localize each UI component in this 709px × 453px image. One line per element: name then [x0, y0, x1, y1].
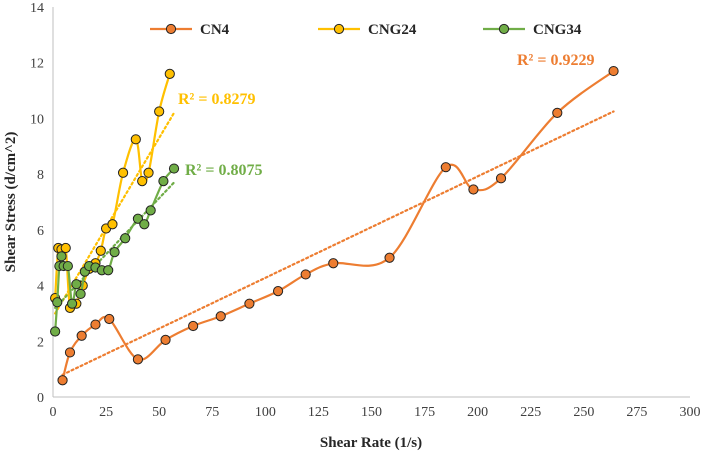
- cn4-data-point: [104, 313, 115, 325]
- cng34-data-point: [139, 219, 150, 230]
- cng34-data-point: [67, 298, 78, 309]
- cng24-data-point: [95, 245, 106, 256]
- cn4-data-point: [57, 375, 68, 386]
- cng34-data-point: [56, 251, 67, 262]
- x-tick-label: 100: [255, 405, 276, 420]
- legend-item-cng24: CNG24: [318, 22, 417, 38]
- cn4-data-point: [468, 184, 479, 195]
- legend-label-cn4: CN4: [200, 22, 230, 38]
- cng34-data-point: [75, 288, 86, 300]
- y-axis-title: Shear Stress (d/cm^2): [3, 132, 19, 273]
- cng34-data-point: [103, 265, 114, 276]
- y-tick-labels: 0 2 4 6 8 10 12 14: [30, 1, 44, 406]
- cng34-data-point: [109, 247, 120, 258]
- cng34-data-point: [50, 326, 61, 337]
- x-tick-label: 275: [626, 405, 647, 420]
- x-tick-label: 25: [99, 405, 113, 420]
- cng24-data-point: [60, 242, 71, 254]
- cn4-trendline: [61, 110, 615, 376]
- y-tick-label: 12: [30, 57, 44, 72]
- x-axis-title: Shear Rate (1/s): [320, 435, 422, 451]
- legend-label-cng34: CNG34: [533, 22, 582, 38]
- cng24-series-line: [54, 73, 171, 313]
- cn4-data-point: [76, 330, 87, 341]
- x-tick-label: 175: [414, 405, 435, 420]
- cng34-data-point: [158, 176, 169, 187]
- cng34-data-point: [168, 163, 180, 174]
- x-tick-label: 50: [152, 405, 166, 420]
- cng24-data-point: [130, 134, 141, 145]
- cng24-data-point: [164, 68, 175, 79]
- cn4-data-point: [384, 252, 395, 263]
- cn4-data-point: [552, 107, 563, 118]
- x-tick-label: 150: [361, 405, 382, 420]
- y-tick-label: 4: [37, 280, 44, 295]
- cng34-r2-label: R² = 0.8075: [185, 162, 262, 179]
- cn4-data-point: [215, 311, 226, 322]
- cng34-data-point: [145, 205, 156, 216]
- cng24-data-point: [117, 167, 129, 178]
- y-tick-label: 10: [30, 112, 44, 127]
- cng24-data-point: [137, 176, 148, 187]
- x-tick-label: 300: [680, 405, 701, 420]
- legend-marker-cng24: [333, 23, 345, 35]
- x-tick-label: 0: [50, 405, 57, 420]
- cng24-data-point: [154, 106, 165, 117]
- y-tick-label: 14: [30, 1, 44, 16]
- legend-marker-cn4: [165, 23, 177, 35]
- x-tick-label: 225: [520, 405, 541, 420]
- cng34-data-point: [120, 233, 131, 244]
- cn4-data-point: [328, 258, 339, 269]
- plot-area: [50, 65, 619, 386]
- cng34-data-point: [62, 260, 73, 272]
- cn4-data-point: [160, 334, 171, 345]
- cn4-data-point: [188, 320, 199, 332]
- cn4-data-point: [440, 162, 451, 173]
- x-tick-label: 125: [308, 405, 329, 420]
- x-tick-label: 200: [467, 405, 488, 420]
- cng24-data-point: [107, 219, 118, 230]
- y-tick-label: 2: [37, 335, 44, 350]
- legend: CN4 CNG24 CNG34: [150, 22, 582, 38]
- x-tick-label: 75: [205, 405, 219, 420]
- y-tick-label: 0: [37, 391, 44, 406]
- x-tick-labels: 0 25 50 75 100 125 150 175 200 225 250 275 300: [50, 405, 701, 420]
- cn4-data-point: [244, 298, 255, 309]
- r2-annotations: R² = 0.9229 R² = 0.8279 R² = 0.8075: [178, 52, 594, 179]
- legend-item-cng34: CNG34: [483, 22, 582, 38]
- y-tick-label: 8: [37, 168, 44, 183]
- cng24-r2-label: R² = 0.8279: [178, 91, 255, 108]
- cng34-data-point: [71, 279, 82, 290]
- cng34-data-point: [132, 213, 144, 224]
- cn4-data-point: [64, 347, 76, 358]
- cng34-trendline: [54, 181, 176, 309]
- cn4-data-point: [272, 286, 284, 297]
- cng34-data-point: [52, 297, 63, 308]
- cn4-data-point: [300, 269, 311, 280]
- cn4-data-point: [132, 354, 144, 365]
- cn4-data-point: [90, 319, 101, 330]
- cng24-data-point: [143, 167, 154, 178]
- legend-label-cng24: CNG24: [368, 22, 417, 38]
- x-tick-label: 250: [573, 405, 594, 420]
- cn4-data-point: [495, 173, 507, 184]
- y-tick-label: 6: [37, 224, 44, 239]
- cn4-data-point: [608, 65, 619, 77]
- legend-marker-cng34: [498, 23, 510, 35]
- legend-item-cn4: CN4: [150, 22, 230, 38]
- cn4-r2-label: R² = 0.9229: [517, 52, 594, 69]
